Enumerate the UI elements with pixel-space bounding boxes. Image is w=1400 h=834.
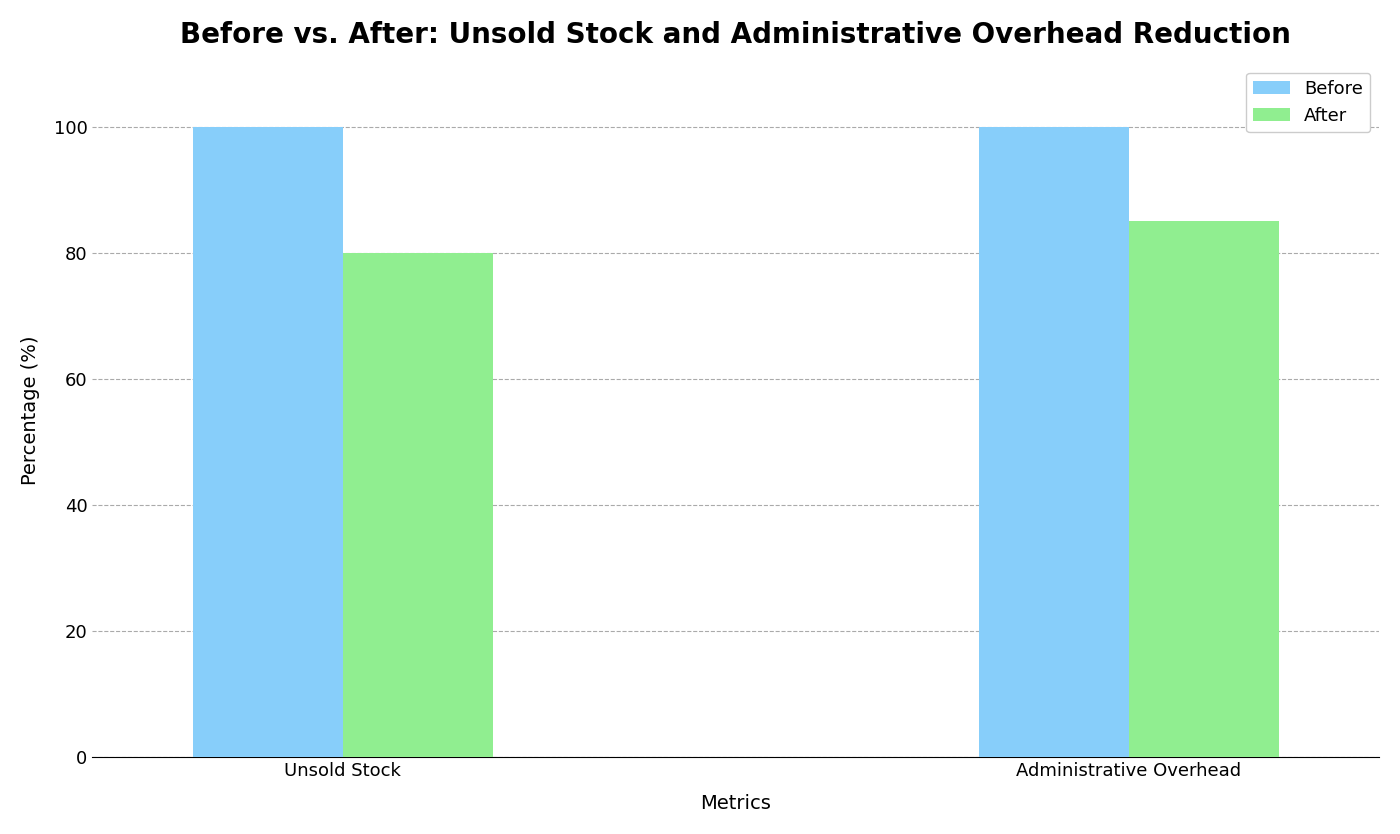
Legend: Before, After: Before, After <box>1246 73 1371 132</box>
Title: Before vs. After: Unsold Stock and Administrative Overhead Reduction: Before vs. After: Unsold Stock and Admin… <box>181 21 1291 49</box>
Bar <box>979 127 1128 757</box>
Bar <box>1128 221 1280 757</box>
Bar <box>193 127 343 757</box>
Y-axis label: Percentage (%): Percentage (%) <box>21 336 39 485</box>
X-axis label: Metrics: Metrics <box>700 794 771 813</box>
Bar <box>343 253 493 757</box>
